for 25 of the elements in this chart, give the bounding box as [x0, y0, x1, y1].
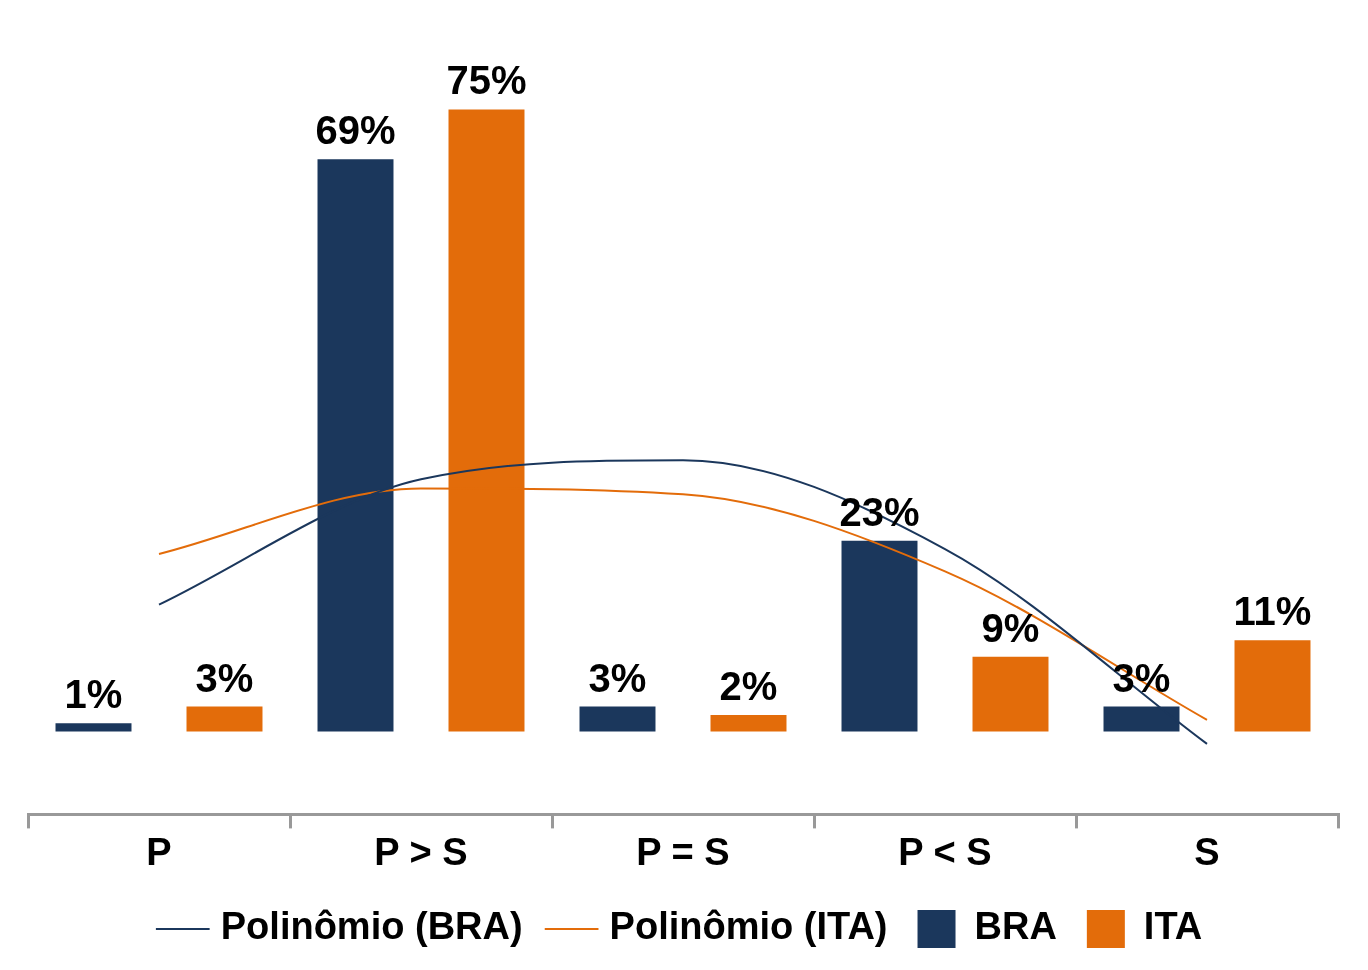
x-tick-label: P > S	[374, 830, 468, 873]
bar	[972, 656, 1049, 732]
legend-label: Polinômio (ITA)	[609, 905, 888, 948]
legend-label: BRA	[974, 905, 1057, 948]
bar	[1103, 706, 1180, 732]
bar	[841, 540, 918, 732]
bar	[55, 723, 132, 732]
data-label: 3%	[195, 655, 254, 700]
x-tick-label: P < S	[898, 830, 992, 873]
data-label: 11%	[1233, 589, 1312, 634]
data-label: 9%	[981, 605, 1040, 650]
x-tick-label: P = S	[636, 830, 730, 873]
data-label: 3%	[588, 655, 647, 700]
data-label: 75%	[446, 58, 527, 103]
bar	[579, 706, 656, 732]
x-tick-label: P	[146, 830, 172, 873]
data-label: 1%	[64, 672, 123, 717]
legend-label: ITA	[1143, 905, 1203, 948]
bar	[1234, 640, 1311, 732]
bar	[186, 706, 263, 732]
data-label: 2%	[719, 663, 778, 708]
data-label: 69%	[315, 108, 396, 153]
x-tick-label: S	[1194, 830, 1220, 873]
bar	[710, 714, 787, 732]
legend-label: Polinômio (BRA)	[220, 905, 523, 948]
